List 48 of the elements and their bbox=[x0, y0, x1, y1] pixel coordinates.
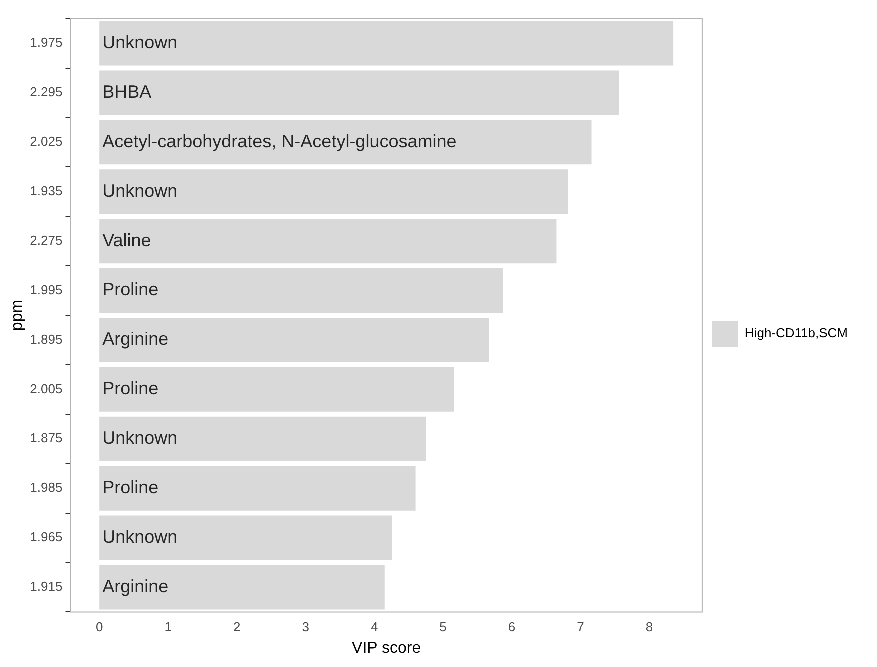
bar bbox=[100, 565, 385, 610]
y-tick-label: 2.025 bbox=[30, 134, 63, 150]
x-tick-label: 5 bbox=[440, 620, 447, 635]
bar bbox=[100, 416, 426, 462]
x-tick-label: 0 bbox=[96, 620, 104, 635]
bar bbox=[100, 21, 674, 66]
bar bbox=[100, 318, 490, 362]
y-tick-label: 1.875 bbox=[30, 430, 63, 446]
x-axis-title: VIP score bbox=[352, 640, 422, 657]
y-tick-label: 1.995 bbox=[30, 282, 63, 298]
bar bbox=[100, 466, 416, 511]
bar bbox=[100, 268, 504, 314]
x-tick-label: 7 bbox=[577, 620, 584, 635]
y-tick-label: 2.295 bbox=[30, 84, 63, 100]
annotation: Unknown bbox=[102, 526, 178, 547]
bar bbox=[100, 120, 592, 165]
y-tick-label: 1.935 bbox=[30, 183, 63, 198]
annotation: Proline bbox=[102, 478, 159, 498]
annotation: Unknown bbox=[102, 180, 178, 201]
bar bbox=[100, 367, 454, 412]
annotation: Arginine bbox=[102, 576, 169, 596]
annotation: Proline bbox=[102, 280, 159, 300]
y-tick-label: 1.975 bbox=[30, 35, 63, 50]
y-tick-label: 2.275 bbox=[30, 232, 63, 248]
bar bbox=[100, 516, 392, 560]
annotation: Valine bbox=[102, 230, 152, 250]
annotation: Acetyl-carbohydrates, N-Acetyl-glucosamine bbox=[102, 131, 457, 152]
bar bbox=[100, 70, 620, 116]
y-tick-label: 2.005 bbox=[30, 381, 63, 396]
annotation: Proline bbox=[102, 378, 159, 399]
x-tick-label: 4 bbox=[370, 620, 378, 635]
x-tick-label: 1 bbox=[164, 620, 172, 635]
y-tick-label: 1.895 bbox=[30, 332, 63, 347]
x-tick-label: 8 bbox=[646, 620, 654, 635]
y-axis-title: ppm bbox=[9, 300, 26, 332]
y-tick-label: 1.965 bbox=[30, 530, 63, 545]
annotation: Arginine bbox=[102, 329, 169, 350]
x-tick-label: 3 bbox=[302, 620, 310, 635]
bar bbox=[100, 170, 568, 214]
legend-label: High-CD11b,SCM bbox=[744, 326, 848, 341]
y-tick-label: 1.915 bbox=[30, 579, 63, 594]
annotation: BHBA bbox=[102, 82, 152, 102]
y-tick-label: 1.985 bbox=[30, 480, 63, 496]
x-tick-label: 2 bbox=[233, 620, 241, 635]
annotation: Unknown bbox=[102, 428, 178, 448]
x-tick-label: 6 bbox=[508, 620, 516, 635]
bar bbox=[100, 219, 557, 264]
annotation: Unknown bbox=[102, 32, 178, 52]
